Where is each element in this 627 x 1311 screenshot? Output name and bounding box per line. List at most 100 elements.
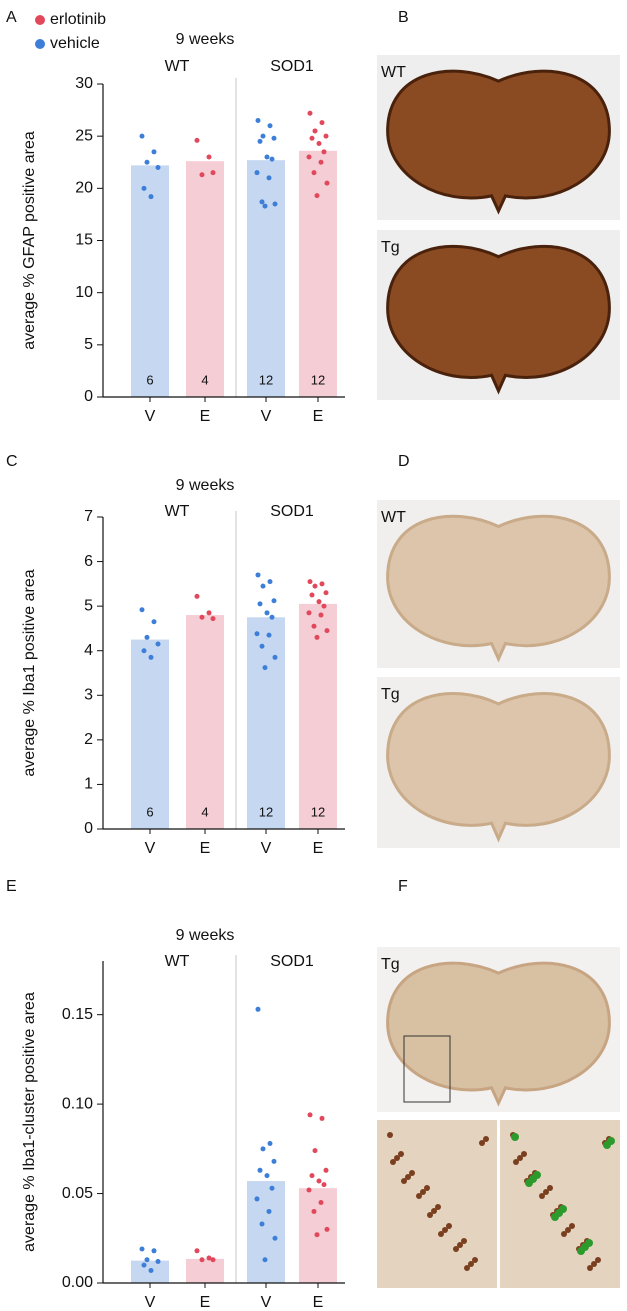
- data-point: [257, 601, 263, 607]
- data-point: [254, 1196, 260, 1202]
- data-point: [271, 1158, 277, 1164]
- data-point: [266, 1208, 272, 1214]
- x-tick-label: V: [261, 840, 272, 857]
- data-point: [257, 138, 263, 144]
- data-point: [321, 603, 327, 609]
- data-point: [309, 1173, 315, 1179]
- data-point: [321, 149, 327, 155]
- y-tick-label: 7: [84, 508, 93, 525]
- data-point: [262, 665, 268, 671]
- data-point: [272, 1235, 278, 1241]
- cell: [438, 1231, 444, 1237]
- data-point: [311, 170, 317, 176]
- data-point: [155, 641, 161, 647]
- data-point: [151, 619, 157, 625]
- data-point: [316, 599, 322, 605]
- data-point: [324, 180, 330, 186]
- data-point: [255, 1006, 261, 1012]
- cell: [591, 1261, 597, 1267]
- zoom-image: [500, 1120, 620, 1288]
- data-point: [272, 201, 278, 207]
- chart-title: 9 weeks: [176, 31, 235, 48]
- panel-label: B: [398, 9, 409, 26]
- cell: [513, 1159, 519, 1165]
- bar: [247, 1181, 285, 1283]
- n-label: 6: [146, 804, 153, 819]
- tissue-section: [386, 692, 611, 843]
- x-tick-label: E: [313, 408, 324, 425]
- panel-label: F: [398, 878, 408, 895]
- y-tick-label: 0: [84, 820, 93, 837]
- data-point: [323, 1167, 329, 1173]
- cell: [472, 1257, 478, 1263]
- x-tick-label: E: [200, 408, 211, 425]
- y-tick-label: 30: [75, 75, 93, 92]
- bar: [186, 1258, 224, 1283]
- cell: [587, 1265, 593, 1271]
- bar: [131, 165, 169, 397]
- group-label: WT: [165, 953, 190, 970]
- cell: [394, 1155, 400, 1161]
- x-tick-label: E: [200, 1294, 211, 1311]
- legend-swatch: [35, 15, 45, 25]
- data-point: [144, 1257, 150, 1263]
- data-point: [139, 1246, 145, 1252]
- data-point: [155, 1259, 161, 1265]
- legend-label: erlotinib: [50, 11, 106, 28]
- x-tick-label: V: [145, 1294, 156, 1311]
- x-tick-label: E: [200, 840, 211, 857]
- data-point: [271, 598, 277, 604]
- legend-label: vehicle: [50, 35, 100, 52]
- cell: [483, 1136, 489, 1142]
- panel-label: E: [6, 878, 17, 895]
- data-point: [259, 1221, 265, 1227]
- y-tick-label: 0.15: [62, 1006, 93, 1023]
- data-point: [269, 614, 275, 620]
- data-point: [259, 643, 265, 649]
- data-point: [194, 137, 200, 143]
- group-label: SOD1: [270, 58, 314, 75]
- data-point: [309, 592, 315, 598]
- y-tick-label: 10: [75, 284, 93, 301]
- bar: [299, 603, 337, 829]
- cell: [464, 1265, 470, 1271]
- cell: [427, 1212, 433, 1218]
- data-point: [141, 648, 147, 654]
- cell: [457, 1242, 463, 1248]
- data-point: [306, 154, 312, 160]
- tissue-section: [386, 961, 611, 1107]
- data-point: [194, 1248, 200, 1254]
- data-point: [148, 654, 154, 660]
- y-tick-label: 0.00: [62, 1274, 93, 1291]
- bar: [247, 160, 285, 397]
- image-label: WT: [381, 509, 406, 526]
- data-point: [155, 164, 161, 170]
- data-point: [316, 140, 322, 146]
- data-point: [206, 154, 212, 160]
- data-point: [260, 1146, 266, 1152]
- group-label: SOD1: [270, 953, 314, 970]
- data-point: [318, 159, 324, 165]
- data-point: [255, 118, 261, 124]
- data-point: [319, 1115, 325, 1121]
- tissue-section: [386, 69, 611, 215]
- bar: [186, 161, 224, 397]
- cell-marker: [577, 1247, 585, 1255]
- image-label: Tg: [381, 239, 400, 256]
- data-point: [267, 123, 273, 129]
- y-axis-label: average % GFAP positive area: [21, 131, 38, 350]
- zoom-image: [377, 1120, 497, 1288]
- cell: [398, 1151, 404, 1157]
- n-label: 12: [311, 372, 325, 387]
- cell: [468, 1261, 474, 1267]
- data-point: [148, 1267, 154, 1273]
- cell-marker: [511, 1133, 519, 1141]
- panel-label: A: [6, 9, 17, 26]
- data-point: [319, 120, 325, 126]
- data-point: [309, 135, 315, 141]
- cell: [595, 1257, 601, 1263]
- data-point: [269, 156, 275, 162]
- data-point: [206, 1255, 212, 1261]
- y-tick-label: 6: [84, 553, 93, 570]
- data-point: [139, 607, 145, 613]
